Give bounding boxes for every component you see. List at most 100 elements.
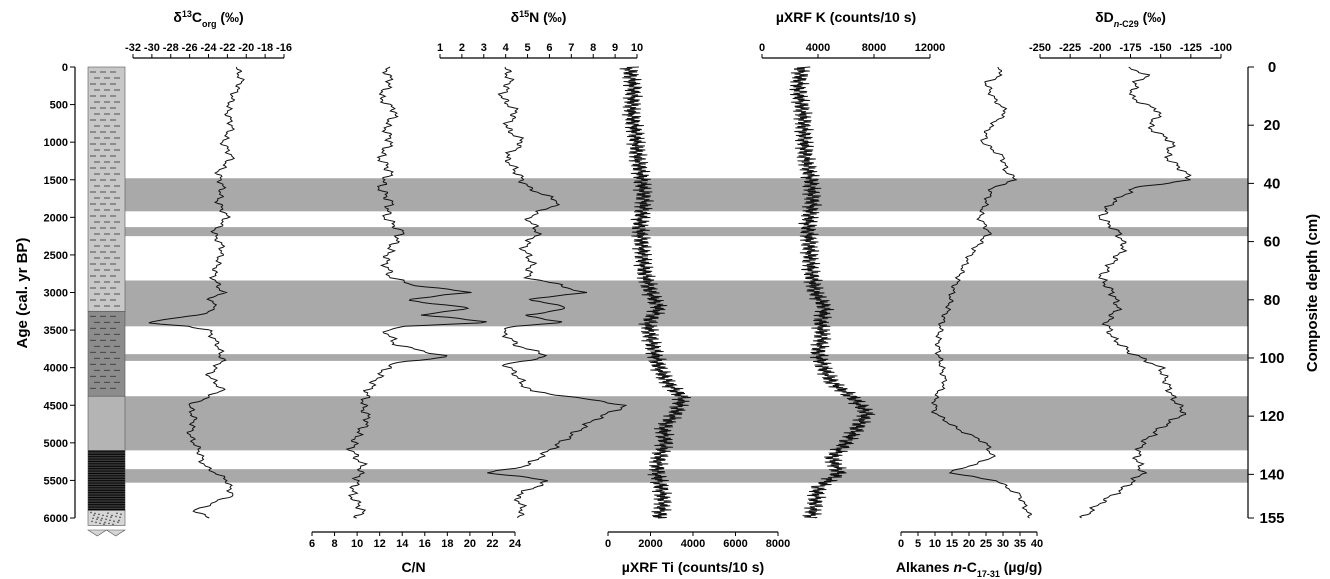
age-tick-label: 2500 [44, 250, 68, 262]
lithology-dot [103, 523, 105, 525]
lithology-dot [94, 512, 96, 515]
series-line-cn [345, 66, 487, 519]
age-tick-label: 5500 [44, 475, 68, 487]
series-lines [148, 66, 1192, 519]
tick-label-alk: 25 [980, 538, 992, 550]
tick-label-cn: 12 [374, 538, 386, 550]
lithology-dot [97, 516, 99, 519]
tick-label-alk: 35 [1014, 538, 1026, 550]
tick-label-cn: 14 [396, 538, 409, 550]
lithology-dot [96, 518, 98, 520]
lithology-unit [87, 510, 126, 526]
tick-label-alk: 30 [997, 538, 1009, 550]
tick-label-ti: 0 [605, 538, 611, 550]
depth-tick-label: 0 [1268, 59, 1276, 76]
depth-tick-label: 20 [1264, 117, 1281, 134]
series-line-dd [1078, 66, 1192, 519]
age-tick-label: 1500 [44, 175, 68, 187]
lithology-dot [100, 519, 102, 521]
age-tick-label: 0 [62, 62, 68, 74]
depth-tick-label: 40 [1264, 175, 1281, 192]
tick-label-dd: -200 [1089, 42, 1111, 54]
tick-label-dd: -125 [1180, 42, 1202, 54]
age-tick-label: 5000 [44, 438, 68, 450]
tick-label-d13c: -32 [125, 42, 141, 54]
tick-label-cn: 16 [419, 538, 431, 550]
tick-label-ti: 8000 [766, 538, 790, 550]
lithology-dot [119, 516, 121, 519]
tick-label-d15n: 2 [459, 42, 465, 54]
tick-label-alk: 5 [915, 538, 921, 550]
lithology-column [86, 66, 127, 537]
tick-label-dd: -100 [1210, 42, 1232, 54]
series-line-ti [619, 66, 692, 519]
lithology-unit [87, 310, 126, 397]
tick-label-d13c: -28 [163, 42, 179, 54]
tick-label-d13c: -30 [144, 42, 160, 54]
age-tick-label: 3000 [44, 288, 68, 300]
lithology-dot [116, 512, 118, 515]
shaded-interval [88, 280, 1248, 327]
tick-label-k: 8000 [862, 42, 886, 54]
panel-title-ti: µXRF Ti (counts/10 s) [622, 559, 764, 575]
lithology-dot [91, 520, 93, 523]
lithology-dot [107, 512, 109, 514]
age-tick-label: 500 [50, 100, 68, 112]
series-line-alk [930, 66, 1032, 519]
tick-label-d13c: -26 [182, 42, 198, 54]
panel-title-d13c: δ13Corg (‰) [173, 9, 243, 29]
shaded-intervals [88, 178, 1248, 483]
lithology-dot [93, 514, 95, 516]
tick-label-d13c: -20 [238, 42, 254, 54]
tick-label-d15n: 8 [590, 42, 596, 54]
tick-label-d15n: 7 [568, 42, 574, 54]
axis-labels: Age (cal. yr BP) Composite depth (cm) δ1… [14, 9, 1321, 579]
tick-label-alk: 10 [929, 538, 941, 550]
tick-label-ti: 2000 [638, 538, 662, 550]
lithology-dot [108, 522, 110, 525]
tick-label-alk: 40 [1031, 538, 1043, 550]
tick-label-cn: 18 [441, 538, 453, 550]
age-axis-title: Age (cal. yr BP) [14, 238, 31, 349]
tick-label-alk: 15 [946, 538, 958, 550]
depth-tick-label: 60 [1264, 234, 1281, 251]
lithology-dot [95, 521, 97, 524]
lithology-unit [87, 66, 126, 312]
axes: 0500100015002000250030003500400045005000… [44, 42, 1285, 550]
tick-label-d13c: -22 [219, 42, 235, 54]
tick-label-ti: 6000 [723, 538, 747, 550]
tick-label-dd: -175 [1119, 42, 1141, 54]
tick-label-cn: 20 [464, 538, 476, 550]
panel-title-d15n: δ15N (‰) [511, 9, 567, 25]
age-tick-label: 4000 [44, 363, 68, 375]
tick-label-alk: 20 [963, 538, 975, 550]
tick-label-cn: 8 [331, 538, 337, 550]
shaded-interval [88, 469, 1248, 483]
panel-title-alk: Alkanes n-C17-31 (µg/g) [896, 559, 1042, 579]
tick-label-d15n: 10 [631, 42, 643, 54]
lithology-dot [104, 521, 106, 524]
lithology-dot [98, 513, 100, 516]
tick-label-ti: 4000 [681, 538, 705, 550]
age-tick-label: 2000 [44, 212, 68, 224]
lithology-dot [90, 511, 92, 514]
tick-label-cn: 6 [309, 538, 315, 550]
age-tick-label: 1000 [44, 137, 68, 149]
tick-label-dd: -250 [1029, 42, 1051, 54]
tick-label-alk: 0 [898, 538, 904, 550]
series-line-d13c [148, 66, 245, 519]
lithology-dot [113, 520, 115, 523]
lithology-base [86, 529, 127, 537]
lithology-dot [117, 521, 119, 523]
lithology-dot [105, 518, 107, 521]
lithology-dot [102, 514, 104, 517]
tick-label-k: 4000 [806, 42, 830, 54]
tick-label-d15n: 3 [481, 42, 487, 54]
tick-label-d15n: 6 [546, 42, 552, 54]
depth-tick-label: 100 [1259, 350, 1284, 367]
lithology-dot [101, 517, 103, 520]
tick-label-k: 12000 [915, 42, 946, 54]
tick-label-k: 0 [759, 42, 765, 54]
depth-tick-label: 80 [1264, 292, 1281, 309]
shaded-interval [88, 354, 1248, 361]
